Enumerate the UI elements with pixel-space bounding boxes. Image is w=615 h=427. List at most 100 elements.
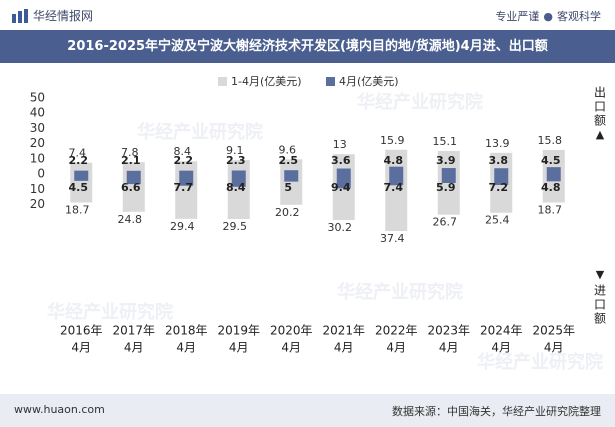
data-label-cumulative-import: 26.7: [433, 216, 458, 229]
data-label-cumulative-export: 7.4: [69, 147, 87, 160]
legend-swatch: [218, 77, 227, 86]
watermark-text: 华经产业研究院: [477, 351, 603, 373]
data-label-cumulative-export: 13.9: [485, 137, 510, 150]
watermark-text: 华经产业研究院: [357, 91, 483, 113]
brand: 华经情报网: [12, 7, 93, 24]
bar-monthly: [494, 168, 509, 185]
data-label-monthly-export: 3.9: [436, 154, 456, 167]
data-label-cumulative-import: 29.5: [223, 220, 248, 233]
data-label-monthly-export: 4.5: [541, 154, 561, 167]
data-label-cumulative-import: 18.7: [65, 204, 90, 217]
bar-monthly: [546, 167, 561, 182]
bar-monthly: [389, 166, 404, 186]
x-tick-label: 2019年: [217, 324, 260, 338]
top-bar: 华经情报网 专业严谨 ● 客观科学: [0, 0, 615, 30]
data-label-monthly-import: 5.9: [436, 181, 456, 194]
data-label-monthly-import: 6.6: [121, 181, 141, 194]
data-label-monthly-export: 3.8: [489, 154, 509, 167]
data-label-monthly-import: 4.8: [541, 181, 561, 194]
data-label-cumulative-import: 37.4: [380, 232, 405, 245]
data-label-cumulative-export: 15.8: [538, 134, 563, 147]
data-label-cumulative-export: 7.8: [121, 146, 139, 159]
data-label-cumulative-export: 13: [333, 138, 347, 151]
data-label-monthly-import: 7.2: [489, 181, 509, 194]
data-label-monthly-import: 7.4: [384, 181, 404, 194]
y-tick-label: 10: [30, 182, 45, 196]
y-tick-label: 10: [30, 151, 45, 165]
data-label-cumulative-import: 18.7: [538, 204, 563, 217]
bar-monthly: [179, 170, 194, 186]
footer-website: www.huaon.com: [14, 403, 105, 416]
tagline-left: 专业严谨: [495, 10, 540, 23]
y-tick-label: 50: [30, 90, 45, 104]
footer: www.huaon.com 数据来源：中国海关，华经产业研究院整理: [0, 394, 615, 427]
side-label-export: 出: [594, 86, 606, 100]
data-label-monthly-export: 3.6: [331, 154, 351, 167]
tagline-dot-icon: ●: [543, 10, 553, 23]
data-label-cumulative-import: 24.8: [118, 213, 143, 226]
data-label-monthly-export: 2.1: [121, 154, 141, 167]
data-label-cumulative-export: 15.1: [433, 135, 458, 148]
data-label-cumulative-export: 8.4: [174, 145, 192, 158]
x-tick-label: 4月: [71, 341, 91, 355]
legend-swatch: [326, 77, 335, 86]
bar-monthly: [126, 170, 141, 185]
data-label-monthly-import: 7.7: [174, 181, 194, 194]
x-tick-label: 2018年: [165, 324, 208, 338]
data-label-monthly-export: 2.2: [174, 154, 194, 167]
watermark-text: 华经产业研究院: [47, 301, 173, 323]
x-tick-label: 2025年: [532, 324, 575, 338]
footer-source: 数据来源：中国海关，华经产业研究院整理: [392, 405, 601, 418]
brand-logo-icon: [12, 8, 28, 23]
y-tick-label: 30: [30, 121, 45, 135]
bar-monthly: [441, 168, 456, 183]
data-label-monthly-import: 9.4: [331, 181, 351, 194]
x-tick-label: 4月: [176, 341, 196, 355]
x-tick-label: 4月: [386, 341, 406, 355]
legend-label: 4月(亿美元): [339, 75, 399, 88]
data-label-cumulative-export: 15.9: [380, 134, 405, 147]
data-label-monthly-export: 2.5: [279, 154, 299, 167]
data-label-monthly-export: 2.3: [226, 154, 246, 167]
data-label-cumulative-import: 25.4: [485, 214, 510, 227]
bar-monthly: [74, 170, 89, 181]
data-label-cumulative-import: 20.2: [275, 206, 300, 219]
data-label-cumulative-import: 29.4: [170, 220, 195, 233]
x-tick-label: 2021年: [322, 324, 365, 338]
data-label-monthly-import: 5: [284, 181, 292, 194]
x-tick-label: 2023年: [427, 324, 470, 338]
x-tick-label: 2024年: [480, 324, 523, 338]
arrow-up-icon: ▲: [596, 128, 605, 141]
title-bar: 2016-2025年宁波及宁波大榭经济技术开发区(境内目的地/货源地)4月进、出…: [0, 30, 615, 63]
x-tick-label: 2016年: [60, 324, 103, 338]
bar-monthly: [231, 170, 246, 187]
data-label-monthly-import: 8.4: [226, 181, 246, 194]
x-tick-label: 2020年: [270, 324, 313, 338]
y-tick-label: 20: [30, 197, 45, 211]
data-label-monthly-export: 4.8: [384, 154, 404, 167]
y-tick-label: 0: [37, 167, 45, 181]
x-tick-label: 4月: [124, 341, 144, 355]
y-tick-label: 40: [30, 106, 45, 120]
bar-monthly: [284, 170, 299, 182]
x-tick-label: 2017年: [112, 324, 155, 338]
data-label-cumulative-export: 9.6: [279, 143, 297, 156]
side-label-import: 额: [594, 312, 606, 326]
data-label-cumulative-export: 9.1: [226, 144, 244, 157]
watermark-text: 华经产业研究院: [337, 281, 463, 303]
side-label-import: 进: [594, 284, 606, 298]
side-label-export: 额: [594, 114, 606, 128]
legend-label: 1-4月(亿美元): [231, 75, 302, 88]
x-tick-label: 4月: [439, 341, 459, 355]
x-tick-label: 4月: [229, 341, 249, 355]
tagline-right: 客观科学: [557, 10, 601, 23]
x-tick-label: 4月: [491, 341, 511, 355]
data-label-cumulative-import: 30.2: [328, 221, 353, 234]
data-label-monthly-export: 2.2: [69, 154, 89, 167]
x-tick-label: 4月: [544, 341, 564, 355]
side-label-import: 口: [594, 298, 606, 312]
tagline: 专业严谨 ● 客观科学: [495, 8, 601, 24]
arrow-down-icon: ▼: [596, 268, 605, 281]
y-tick-label: 20: [30, 136, 45, 150]
